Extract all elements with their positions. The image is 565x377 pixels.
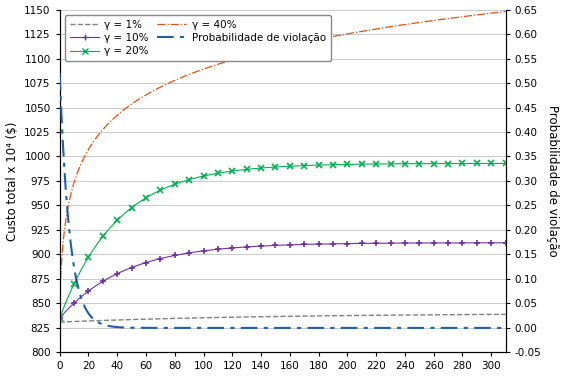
Legend: γ = 1%, γ = 10%, γ = 20%, γ = 40%, Probabilidade de violação: γ = 1%, γ = 10%, γ = 20%, γ = 40%, Proba… [65, 15, 331, 61]
Y-axis label: Custo total x 10⁴ ($): Custo total x 10⁴ ($) [6, 121, 19, 241]
Y-axis label: Probabilidade de violação: Probabilidade de violação [546, 105, 559, 257]
